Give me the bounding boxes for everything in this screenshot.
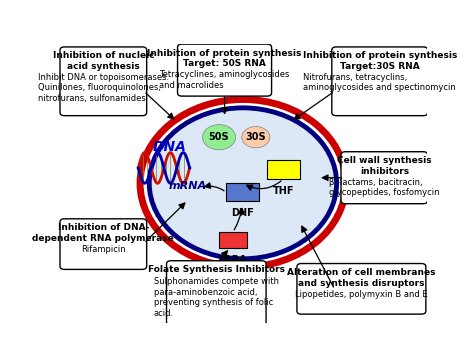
Text: Alteration of cell membranes
and synthesis disruptors: Alteration of cell membranes and synthes… [287,268,436,288]
FancyBboxPatch shape [60,47,146,116]
Text: Tetracyclines, aminoglycosides
and macrolides: Tetracyclines, aminoglycosides and macro… [159,70,290,90]
Text: mRNA: mRNA [169,181,207,191]
Text: Folate Synthesis Inhibitors: Folate Synthesis Inhibitors [148,265,285,274]
Text: Inhibition of protein synthesis
Target: 50S RNA: Inhibition of protein synthesis Target: … [147,49,302,68]
Text: Inhibit DNA or topoisomerases.
Quinilones, fluoroquinolones,
nitrofurans, sulfon: Inhibit DNA or topoisomerases. Quinilone… [38,73,169,103]
Text: Lipopetides, polymyxin B and E: Lipopetides, polymyxin B and E [295,290,428,299]
Text: DHF: DHF [232,208,254,219]
FancyBboxPatch shape [227,183,259,201]
FancyBboxPatch shape [267,160,300,179]
Ellipse shape [149,108,337,259]
FancyBboxPatch shape [297,264,426,314]
FancyBboxPatch shape [178,44,272,96]
Circle shape [242,127,270,148]
FancyBboxPatch shape [332,47,428,116]
Text: THF: THF [273,186,294,196]
Text: Rifampicin: Rifampicin [81,245,126,254]
FancyBboxPatch shape [60,219,146,269]
Text: Sulphonamides compete with
para-aminobenzoic acid,
preventing synthesis of folic: Sulphonamides compete with para-aminoben… [154,277,279,318]
Text: DNA: DNA [153,140,186,154]
Text: PABA: PABA [219,254,247,265]
Text: 30S: 30S [246,132,266,142]
FancyBboxPatch shape [166,261,266,325]
Circle shape [202,125,236,150]
Text: β -lactams, bacitracin,
glycopeptides, fosfomycin: β -lactams, bacitracin, glycopeptides, f… [329,178,439,197]
FancyBboxPatch shape [341,152,428,204]
Text: Inhibition of protein synthesis
Target:30S RNA: Inhibition of protein synthesis Target:3… [302,52,457,71]
Text: Cell wall synthesis
inhibitors: Cell wall synthesis inhibitors [337,156,432,176]
FancyBboxPatch shape [219,232,246,248]
Text: Nitrofurans, tetracyclins,
aminoglycosides and spectinomycin: Nitrofurans, tetracyclins, aminoglycosid… [303,73,456,92]
Text: 50S: 50S [209,132,229,142]
Text: Inhibition of nucleic
acid synthesis: Inhibition of nucleic acid synthesis [53,52,154,71]
Text: Inhibition of DNA-
dependent RNA polymerase: Inhibition of DNA- dependent RNA polymer… [32,223,174,243]
